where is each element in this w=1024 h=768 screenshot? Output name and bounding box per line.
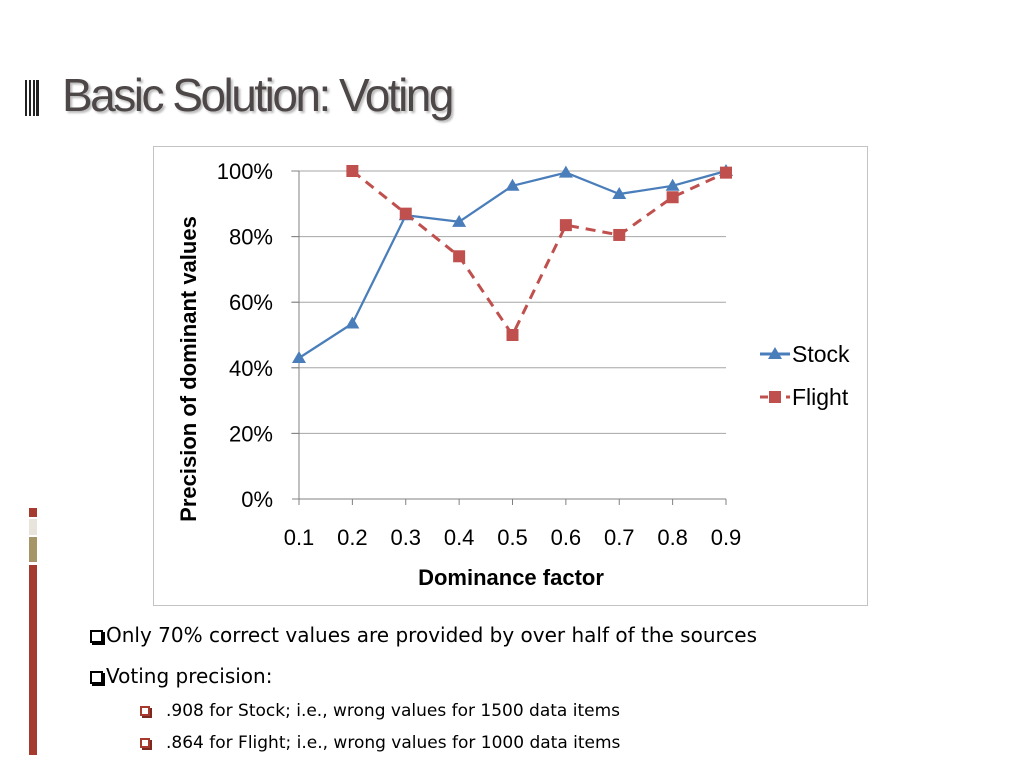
data-point xyxy=(505,178,520,191)
checkbox-bullet-icon xyxy=(90,671,103,684)
legend-item-flight: Flight xyxy=(760,384,849,410)
bullet-item: Only 70% correct values are provided by … xyxy=(90,620,990,650)
data-point xyxy=(613,228,626,241)
square-bullet-icon xyxy=(140,706,150,716)
y-tick-label: 0% xyxy=(241,487,273,512)
x-tick-label: 0.4 xyxy=(444,525,475,550)
data-point xyxy=(452,214,467,227)
data-point xyxy=(720,166,732,179)
x-axis-title: Dominance factor xyxy=(418,565,604,590)
data-point xyxy=(453,250,466,263)
legend-label: Stock xyxy=(792,341,850,367)
x-tick-label: 0.2 xyxy=(337,525,368,550)
series-line xyxy=(351,169,727,337)
data-point xyxy=(345,316,360,329)
data-point xyxy=(346,165,359,177)
legend: Stock Flight xyxy=(760,341,850,410)
title-marker-icon xyxy=(25,80,39,116)
x-tick-label: 0.6 xyxy=(551,525,582,550)
sub-bullet-text: .864 for Flight; i.e., wrong values for … xyxy=(166,733,621,753)
data-point xyxy=(399,207,412,220)
series-flight xyxy=(346,165,732,341)
slide-title: Basic Solution: Voting xyxy=(62,69,454,121)
data-point xyxy=(559,219,572,232)
series-layer xyxy=(292,164,733,363)
legend-marker xyxy=(768,347,782,359)
legend-marker xyxy=(769,391,781,403)
sub-bullet-item: .864 for Flight; i.e., wrong values for … xyxy=(140,727,990,759)
data-point xyxy=(558,165,573,178)
label-layer: Dominance factor Precision of dominant v… xyxy=(176,159,741,590)
accent-bar-red-top xyxy=(29,508,37,517)
data-point xyxy=(292,350,306,363)
axis-layer xyxy=(292,170,727,505)
y-tick-label: 60% xyxy=(229,290,273,315)
data-point xyxy=(666,191,679,204)
accent-bar-red-long xyxy=(29,565,37,755)
legend-label: Flight xyxy=(792,384,849,410)
bullet-list: Only 70% correct values are provided by … xyxy=(90,620,990,759)
y-axis-title: Precision of dominant values xyxy=(176,216,201,522)
sub-bullet-text: .908 for Stock; i.e., wrong values for 1… xyxy=(166,701,621,721)
y-tick-label: 20% xyxy=(229,421,273,446)
bullet-text: Only 70% correct values are provided by … xyxy=(106,623,758,647)
accent-bar-light xyxy=(29,519,37,535)
data-point xyxy=(665,178,680,191)
checkbox-bullet-icon xyxy=(90,630,103,643)
square-bullet-icon xyxy=(140,738,150,748)
series-stock xyxy=(292,164,733,363)
x-tick-label: 0.5 xyxy=(497,525,528,550)
y-tick-label: 100% xyxy=(217,159,273,184)
data-point xyxy=(612,186,627,199)
legend-item-stock: Stock xyxy=(760,341,850,367)
grid-layer xyxy=(291,170,726,434)
x-tick-label: 0.8 xyxy=(657,525,688,550)
data-point xyxy=(506,329,519,341)
chart-container: Dominance factor Precision of dominant v… xyxy=(153,146,868,606)
x-tick-label: 0.9 xyxy=(711,525,742,550)
sub-bullet-item: .908 for Stock; i.e., wrong values for 1… xyxy=(140,695,990,727)
line-chart: Dominance factor Precision of dominant v… xyxy=(176,159,850,590)
y-tick-label: 40% xyxy=(229,356,273,381)
bullet-item: Voting precision: xyxy=(90,661,990,691)
x-tick-label: 0.7 xyxy=(604,525,635,550)
y-tick-label: 80% xyxy=(229,225,273,250)
bullet-text: Voting precision: xyxy=(106,664,273,688)
x-tick-label: 0.3 xyxy=(390,525,421,550)
x-tick-label: 0.1 xyxy=(284,525,315,550)
accent-bar-tan xyxy=(29,537,37,562)
